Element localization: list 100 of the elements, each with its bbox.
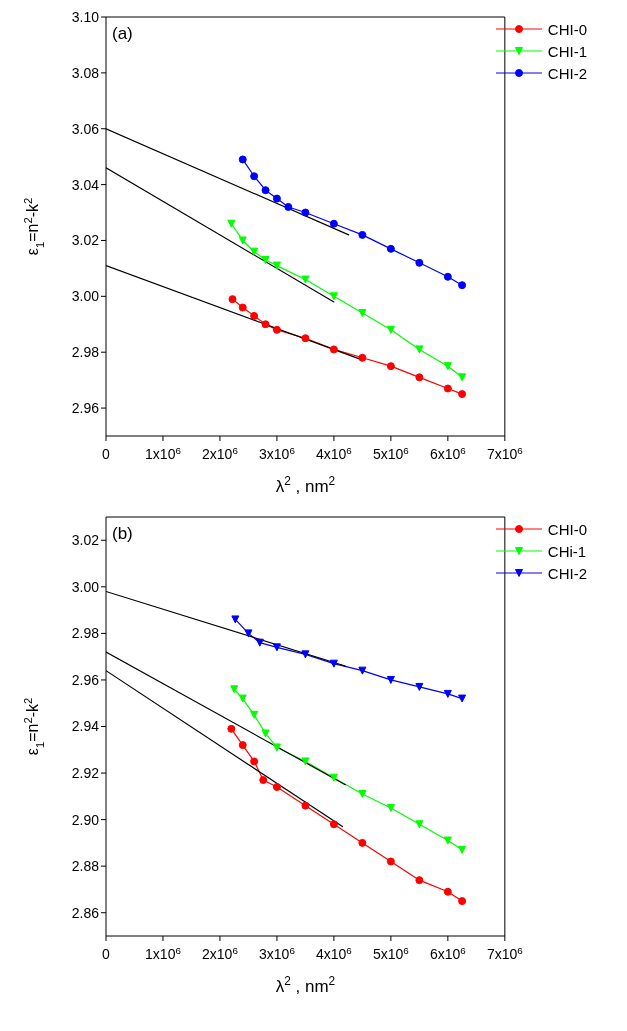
point [272, 783, 281, 792]
point [358, 309, 367, 318]
legend-label: CHI-1 [547, 42, 587, 60]
point [227, 219, 236, 228]
point [386, 857, 395, 866]
point [250, 757, 259, 766]
x-tick-label: 6x10$^{6}$ [429, 944, 467, 962]
point [301, 650, 310, 659]
point [458, 897, 467, 906]
point [443, 272, 452, 281]
point [238, 236, 247, 245]
point [358, 838, 367, 847]
point [458, 373, 467, 382]
y-tick-label: 2.88 [71, 858, 100, 875]
point [261, 729, 270, 738]
point [250, 247, 259, 256]
legend-label: CHI-2 [547, 64, 587, 82]
point [358, 230, 367, 239]
y-tick-label: 3.02 [71, 232, 100, 249]
point [443, 887, 452, 896]
y-tick-label: 2.98 [71, 344, 100, 361]
point [301, 801, 310, 810]
x-tick-label: 2x10$^{6}$ [202, 944, 239, 962]
x-tick-label: 4x10$^{6}$ [316, 944, 353, 962]
point [458, 281, 467, 290]
point [301, 757, 310, 766]
point [358, 790, 367, 799]
point [261, 186, 270, 195]
point [238, 741, 247, 750]
point [329, 820, 338, 829]
point [415, 345, 424, 354]
y-tick-label: 3.00 [71, 288, 100, 305]
point [415, 682, 424, 691]
point [261, 320, 270, 329]
y-tick-label: 2.94 [71, 718, 100, 735]
point [415, 820, 424, 829]
legend-label: CHi-1 [547, 542, 587, 560]
point [443, 689, 452, 698]
point [259, 776, 268, 785]
point [458, 390, 467, 399]
point [272, 261, 281, 270]
point [227, 724, 236, 733]
point [255, 638, 264, 647]
y-tick-label: 2.92 [71, 765, 100, 782]
x-tick-label: 5x10$^{6}$ [372, 944, 410, 962]
point [329, 219, 338, 228]
legend-label: CHI-0 [547, 520, 587, 538]
point [386, 325, 395, 334]
x-tick-label: 5x10$^{6}$ [372, 444, 410, 462]
point [238, 303, 247, 312]
x-axis-title: λ$^{2}$ , nm$^{2}$ [275, 474, 336, 496]
x-tick-label: 0 [102, 446, 111, 462]
point [358, 353, 367, 362]
point [238, 694, 247, 703]
point [386, 675, 395, 684]
point [284, 202, 293, 211]
x-tick-label: 0 [102, 946, 111, 962]
point [386, 244, 395, 253]
x-tick-label: 3x10$^{6}$ [259, 944, 296, 962]
point [415, 258, 424, 267]
x-tick-label: 4x10$^{6}$ [316, 444, 353, 462]
x-tick-label: 1x10$^{6}$ [145, 944, 182, 962]
point [272, 325, 281, 334]
point [261, 256, 270, 265]
x-axis-title: λ$^{2}$ , nm$^{2}$ [275, 974, 336, 996]
x-tick-label: 7x10$^{6}$ [486, 944, 524, 962]
point [231, 615, 240, 624]
point [250, 311, 259, 320]
annotation: (a) [112, 24, 133, 44]
point [329, 292, 338, 301]
x-tick-label: 7x10$^{6}$ [486, 444, 524, 462]
y-tick-label: 3.00 [71, 578, 100, 595]
y-tick-label: 2.98 [71, 625, 100, 642]
y-tick-label: 3.10 [71, 8, 100, 25]
point [358, 666, 367, 675]
annotation: (b) [112, 524, 133, 544]
point [301, 208, 310, 217]
y-tick-label: 2.90 [71, 811, 100, 828]
point [250, 710, 259, 719]
legend-label: CHI-2 [547, 564, 587, 582]
point [329, 773, 338, 782]
point [329, 345, 338, 354]
point [230, 685, 239, 694]
point [244, 629, 253, 638]
point [301, 334, 310, 343]
point [415, 373, 424, 382]
point [228, 295, 237, 304]
point [272, 743, 281, 752]
point [458, 845, 467, 854]
point [443, 362, 452, 371]
point [458, 694, 467, 703]
x-tick-label: 3x10$^{6}$ [259, 444, 296, 462]
y-tick-label: 3.04 [71, 176, 100, 193]
x-tick-label: 2x10$^{6}$ [202, 444, 239, 462]
point [443, 836, 452, 845]
legend-label: CHI-0 [547, 20, 587, 38]
y-tick-label: 2.86 [71, 904, 100, 921]
point [415, 876, 424, 885]
point [443, 384, 452, 393]
y-tick-label: 2.96 [71, 671, 100, 688]
